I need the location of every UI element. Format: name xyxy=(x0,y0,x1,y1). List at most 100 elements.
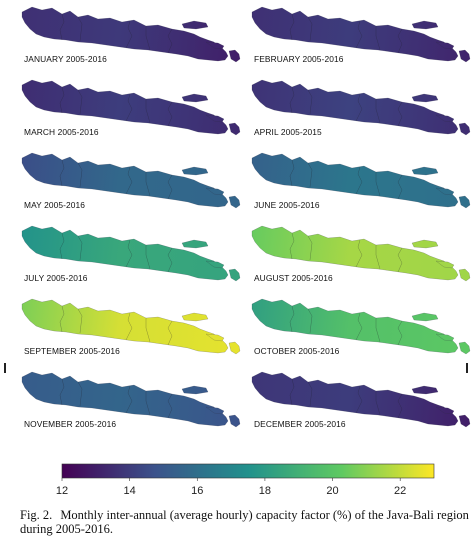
figure-number: Fig. 2. xyxy=(20,508,53,522)
province-border xyxy=(307,381,313,407)
province-border xyxy=(307,308,313,334)
page-margin-mark-right xyxy=(466,363,468,373)
province-border xyxy=(289,159,295,187)
province-border xyxy=(397,393,403,419)
madura-island xyxy=(411,312,439,322)
province-border xyxy=(375,391,381,416)
madura-island xyxy=(181,20,209,30)
east-java-peninsula xyxy=(435,114,455,123)
colorbar-tick-label: 22 xyxy=(394,485,406,497)
month-map-label: MARCH 2005-2016 xyxy=(24,127,99,137)
month-map-panel: JULY 2005-2016 xyxy=(21,225,241,283)
month-map-label: MAY 2005-2016 xyxy=(24,200,85,210)
province-border xyxy=(289,305,295,333)
java-island xyxy=(251,79,459,135)
province-border xyxy=(397,174,403,200)
month-map-label: AUGUST 2005-2016 xyxy=(254,273,333,283)
province-border xyxy=(355,312,363,341)
province-border xyxy=(167,320,173,346)
caption-text: Monthly inter-annual (average hourly) ca… xyxy=(20,508,469,536)
province-border xyxy=(307,16,313,42)
month-map-panel: JANUARY 2005-2016 xyxy=(21,6,241,64)
java-island xyxy=(21,6,229,62)
madura-island xyxy=(181,166,209,176)
province-border xyxy=(59,86,65,114)
madura-island xyxy=(181,312,209,322)
province-border xyxy=(289,232,295,260)
province-border xyxy=(77,89,83,115)
month-map-label: DECEMBER 2005-2016 xyxy=(254,419,346,429)
month-map-label: JULY 2005-2016 xyxy=(24,273,88,283)
colorbar-tick-label: 20 xyxy=(326,485,338,497)
month-map-panel: NOVEMBER 2005-2016 xyxy=(21,371,241,429)
bali-island xyxy=(228,341,241,355)
month-map-panel: APRIL 2005-2015 xyxy=(251,79,471,137)
java-island xyxy=(21,79,229,135)
bali-island xyxy=(458,414,471,428)
province-border xyxy=(355,239,363,268)
province-border xyxy=(397,247,403,273)
month-map-label: FEBRUARY 2005-2016 xyxy=(254,54,344,64)
east-java-peninsula xyxy=(205,260,225,269)
province-border xyxy=(125,239,133,268)
province-border xyxy=(125,166,133,195)
east-java-peninsula xyxy=(435,260,455,269)
province-border xyxy=(125,93,133,122)
madura-island xyxy=(411,239,439,249)
colorbar-tick-label: 18 xyxy=(259,485,271,497)
east-java-peninsula xyxy=(205,187,225,196)
java-island xyxy=(21,225,229,281)
province-border xyxy=(59,232,65,260)
province-border xyxy=(125,312,133,341)
bali-island xyxy=(228,414,241,428)
month-map-label: JANUARY 2005-2016 xyxy=(24,54,107,64)
month-map-label: NOVEMBER 2005-2016 xyxy=(24,419,116,429)
figure-caption: Fig. 2. Monthly inter-annual (average hou… xyxy=(20,508,470,536)
madura-island xyxy=(181,239,209,249)
province-border xyxy=(77,162,83,188)
colorbar-tick-label: 12 xyxy=(56,485,68,497)
east-java-peninsula xyxy=(435,406,455,415)
east-java-peninsula xyxy=(205,41,225,50)
east-java-peninsula xyxy=(435,187,455,196)
province-border xyxy=(59,305,65,333)
province-border xyxy=(307,235,313,261)
province-border xyxy=(77,235,83,261)
month-map-panel: JUNE 2005-2016 xyxy=(251,152,471,210)
province-border xyxy=(59,378,65,406)
east-java-peninsula xyxy=(435,333,455,342)
province-border xyxy=(77,16,83,42)
province-border xyxy=(355,93,363,122)
monthly-maps-grid: JANUARY 2005-2016 FEBRUARY 2005-2016 MARCH… xyxy=(21,6,471,429)
colorbar-tick-label: 16 xyxy=(191,485,203,497)
java-island xyxy=(21,371,229,427)
month-map-panel: AUGUST 2005-2016 xyxy=(251,225,471,283)
province-border xyxy=(59,13,65,41)
madura-island xyxy=(411,385,439,395)
province-border xyxy=(125,385,133,414)
month-map-label: SEPTEMBER 2005-2016 xyxy=(24,346,120,356)
province-border xyxy=(355,20,363,49)
province-border xyxy=(167,247,173,273)
month-map-panel: SEPTEMBER 2005-2016 xyxy=(21,298,241,356)
page-margin-mark-left xyxy=(4,363,6,373)
east-java-peninsula xyxy=(435,41,455,50)
java-island xyxy=(251,225,459,281)
province-border xyxy=(167,393,173,419)
month-map-panel: OCTOBER 2005-2016 xyxy=(251,298,471,356)
province-border xyxy=(145,318,151,343)
province-border xyxy=(375,26,381,51)
province-border xyxy=(397,101,403,127)
bali-island xyxy=(228,122,241,136)
month-map-label: JUNE 2005-2016 xyxy=(254,200,320,210)
bali-island xyxy=(458,195,471,209)
province-border xyxy=(145,391,151,416)
province-border xyxy=(289,378,295,406)
province-border xyxy=(375,318,381,343)
province-border xyxy=(77,308,83,334)
province-border xyxy=(77,381,83,407)
province-border xyxy=(397,28,403,54)
province-border xyxy=(59,159,65,187)
month-map-panel: FEBRUARY 2005-2016 xyxy=(251,6,471,64)
madura-island xyxy=(181,93,209,103)
